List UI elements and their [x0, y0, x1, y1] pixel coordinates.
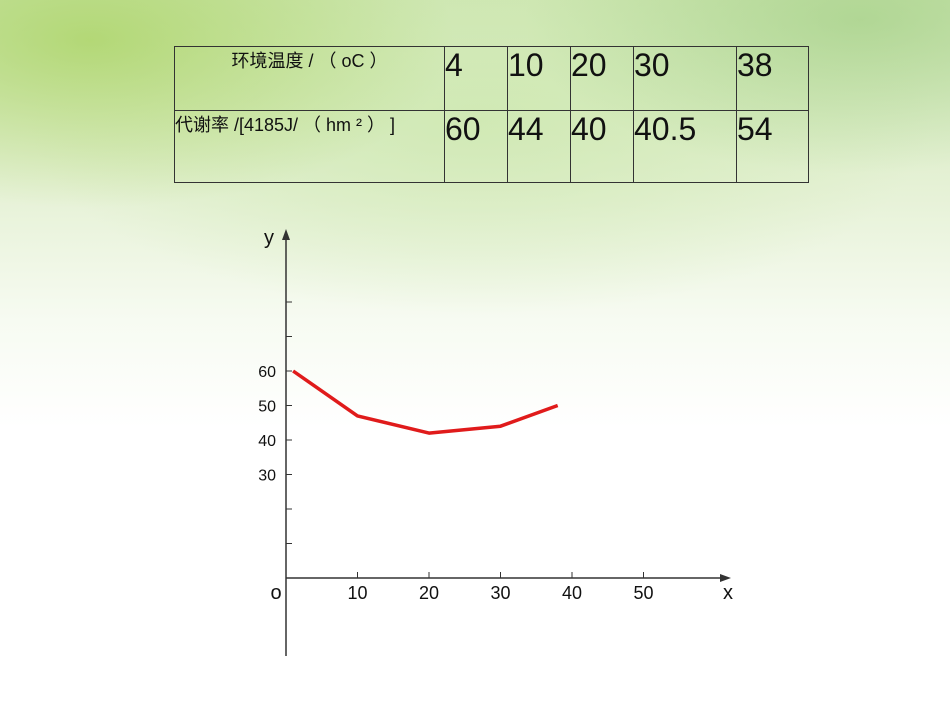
table-cell: 40.5	[633, 110, 737, 183]
x-axis-label: x	[723, 582, 733, 604]
y-tick-label: 40	[258, 433, 276, 450]
table-header-metabolic-rate: 代谢率 /[4185J/ （ hm ² ） ]	[174, 110, 445, 183]
table-cell: 44	[507, 110, 571, 183]
data-line	[292, 369, 559, 435]
x-tick-label: 40	[562, 583, 582, 603]
table-cell: 10	[507, 46, 571, 111]
x-axis-arrow	[720, 574, 731, 582]
y-tick-label: 50	[258, 399, 276, 416]
x-tick-label: 10	[347, 583, 367, 603]
y-axis-arrow	[282, 229, 290, 240]
table-cell: 54	[736, 110, 809, 183]
x-tick-label: 30	[490, 583, 510, 603]
x-tick-label: 20	[419, 583, 439, 603]
y-tick-label: 30	[258, 468, 276, 485]
x-tick-label: 50	[633, 583, 653, 603]
table-row-metabolic-rate: 代谢率 /[4185J/ （ hm ² ） ] 60 44 40 40.5 54	[174, 110, 809, 183]
table-cell: 60	[444, 110, 508, 183]
table-cell: 4	[444, 46, 508, 111]
table-row-temperature: 环境温度 / （ oC ） 4 10 20 30 38	[174, 46, 809, 111]
y-tick-label: 60	[258, 364, 276, 381]
data-table: 环境温度 / （ oC ） 4 10 20 30 38 代谢率 /[4185J/…	[174, 46, 809, 183]
table-header-temperature: 环境温度 / （ oC ）	[174, 46, 445, 111]
y-axis-label: y	[264, 227, 274, 249]
origin-label: o	[270, 582, 281, 604]
table-cell: 40	[570, 110, 634, 183]
